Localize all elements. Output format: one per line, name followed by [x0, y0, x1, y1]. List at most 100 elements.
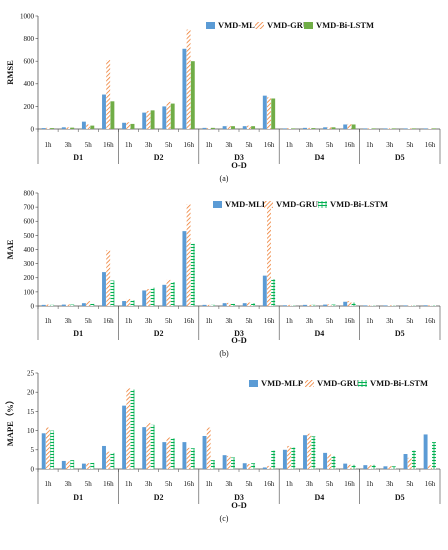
bar-vmd-gru — [86, 124, 91, 129]
x-tick-label: 16h — [103, 480, 114, 488]
bar-vmd-bi-lstm — [150, 110, 155, 129]
bar-vmd-mlp — [303, 127, 307, 129]
legend-swatch — [206, 22, 215, 29]
x-tick-label: 5h — [246, 480, 254, 488]
bar-vmd-mlp — [242, 303, 247, 306]
x-tick-label: 3h — [145, 141, 153, 149]
bar-vmd-mlp — [122, 405, 127, 469]
bar-vmd-bi-lstm — [291, 128, 296, 129]
bar-vmd-bi-lstm — [331, 127, 336, 129]
bar-vmd-bi-lstm — [311, 128, 316, 129]
bar-vmd-gru — [427, 128, 432, 129]
bar-vmd-bi-lstm — [351, 302, 356, 306]
bar-vmd-mlp — [202, 435, 207, 469]
y-tick-label: 200 — [24, 274, 35, 282]
legend-label: VMD-GRU — [267, 20, 309, 30]
y-tick-label: 20 — [27, 389, 35, 397]
bar-vmd-gru — [307, 433, 312, 469]
bar-vmd-gru — [66, 461, 70, 469]
x-tick-label: 5h — [326, 317, 334, 325]
bar-vmd-gru — [287, 445, 292, 469]
bar-vmd-mlp — [142, 427, 147, 469]
bar-vmd-mlp — [41, 304, 46, 306]
y-tick-label: 100 — [24, 288, 35, 296]
group-label: D4 — [315, 493, 325, 502]
legend-label: VMD-GRU — [317, 378, 359, 388]
y-tick-label: 500 — [24, 232, 35, 240]
legend-label: VMD-MLP — [218, 20, 260, 30]
x-tick-label: 5h — [85, 480, 93, 488]
bar-vmd-mlp — [403, 128, 408, 129]
y-tick-label: 5 — [31, 446, 35, 454]
bar-vmd-bi-lstm — [391, 305, 396, 306]
x-axis-title: O-D — [231, 500, 247, 510]
bar-vmd-mlp — [282, 449, 287, 469]
bar-vmd-gru — [267, 201, 271, 306]
bar-vmd-mlp — [343, 124, 348, 129]
bar-vmd-bi-lstm — [110, 101, 115, 129]
bar-vmd-bi-lstm — [331, 304, 336, 306]
x-tick-label: 16h — [425, 480, 436, 488]
bar-vmd-mlp — [202, 304, 207, 306]
bar-vmd-gru — [387, 128, 392, 129]
bar-vmd-gru — [166, 437, 171, 469]
x-tick-label: 3h — [306, 480, 314, 488]
bar-vmd-mlp — [343, 463, 348, 469]
bar-vmd-bi-lstm — [210, 127, 215, 129]
y-tick-label: 600 — [24, 58, 35, 66]
y-tick-label: 600 — [24, 218, 35, 226]
bar-vmd-mlp — [282, 305, 287, 306]
bar-vmd-bi-lstm — [110, 280, 115, 306]
bar-vmd-bi-lstm — [170, 103, 175, 129]
bar-vmd-mlp — [423, 434, 428, 469]
bar-vmd-mlp — [162, 442, 167, 469]
y-tick-label: 0 — [31, 465, 35, 473]
bar-vmd-bi-lstm — [190, 243, 195, 306]
x-tick-label: 3h — [225, 317, 233, 325]
bar-vmd-gru — [206, 427, 211, 469]
bar-vmd-mlp — [363, 128, 368, 129]
bar-vmd-mlp — [222, 455, 227, 469]
bar-vmd-gru — [327, 454, 332, 469]
bar-vmd-mlp — [222, 303, 227, 306]
group-label: D5 — [395, 329, 405, 338]
bar-vmd-mlp — [403, 305, 408, 306]
bar-vmd-mlp — [242, 463, 247, 469]
bar-vmd-mlp — [323, 452, 328, 469]
bar-vmd-bi-lstm — [371, 305, 376, 306]
x-tick-label: 1h — [286, 480, 294, 488]
bar-vmd-gru — [367, 465, 372, 469]
bar-vmd-mlp — [383, 128, 388, 129]
bar-vmd-gru — [45, 127, 50, 129]
bar-vmd-gru — [146, 422, 151, 469]
x-tick-label: 1h — [125, 480, 133, 488]
legend-label: VMD-MLP — [261, 378, 303, 388]
legend-label: VMD-Bi-LSTM — [316, 20, 374, 30]
bar-vmd-mlp — [182, 48, 187, 129]
x-tick-label: 1h — [366, 317, 374, 325]
bar-vmd-mlp — [363, 305, 368, 306]
x-tick-label: 5h — [165, 317, 173, 325]
bar-vmd-bi-lstm — [70, 460, 75, 469]
bar-vmd-gru — [347, 301, 352, 306]
bar-vmd-mlp — [383, 466, 388, 469]
group-label: D1 — [73, 153, 83, 162]
bar-vmd-bi-lstm — [432, 128, 436, 129]
bar-vmd-bi-lstm — [432, 442, 436, 469]
bar-vmd-gru — [347, 464, 352, 469]
bar-vmd-gru — [86, 301, 91, 306]
bar-vmd-gru — [367, 128, 372, 129]
bar-vmd-bi-lstm — [170, 281, 175, 306]
x-tick-label: 16h — [344, 141, 355, 149]
bar-vmd-bi-lstm — [291, 305, 296, 306]
x-tick-label: 1h — [45, 317, 53, 325]
bar-vmd-gru — [287, 128, 292, 129]
y-tick-label: 10 — [27, 427, 35, 435]
bar-vmd-bi-lstm — [411, 305, 416, 306]
bar-vmd-gru — [226, 455, 231, 469]
group-label: D5 — [395, 493, 405, 502]
bar-vmd-bi-lstm — [90, 462, 95, 469]
bar-vmd-bi-lstm — [90, 125, 95, 129]
x-tick-label: 5h — [165, 480, 173, 488]
